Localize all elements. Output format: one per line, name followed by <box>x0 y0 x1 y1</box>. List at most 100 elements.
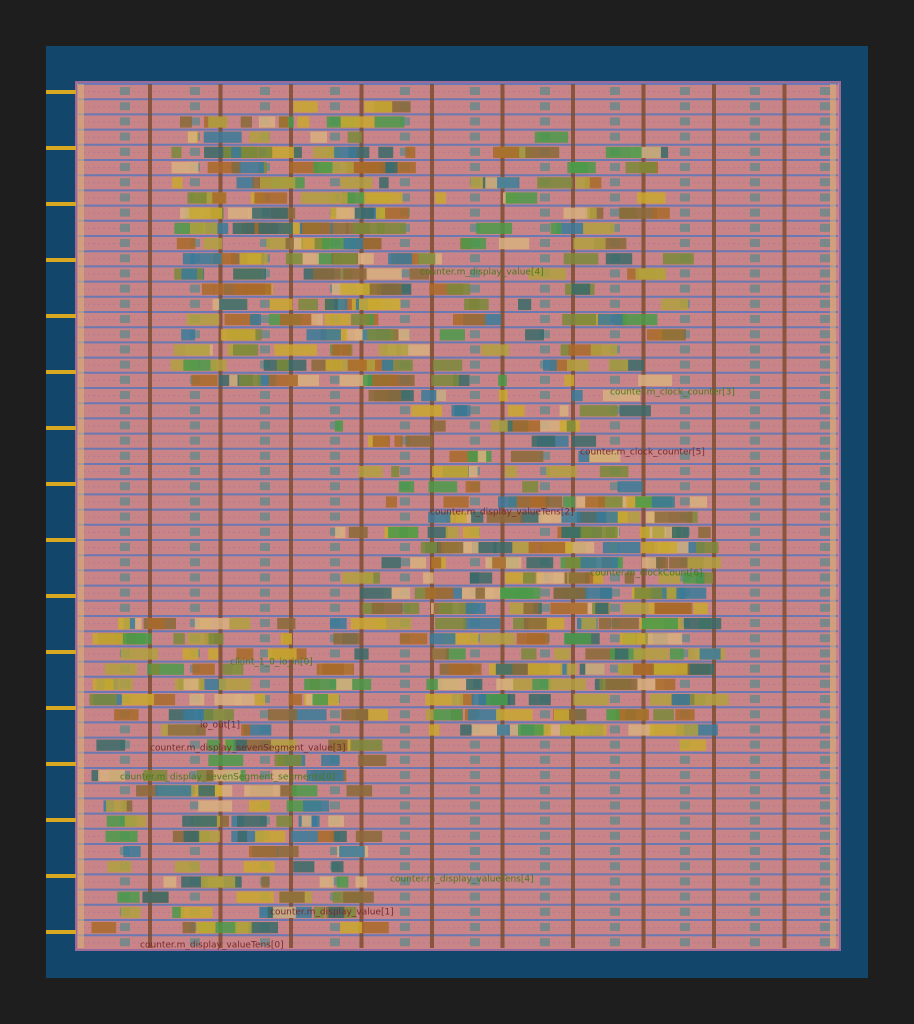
std-cell <box>321 754 340 766</box>
tap-cell <box>820 117 830 126</box>
std-cell <box>207 739 220 751</box>
tap-cell <box>400 755 410 764</box>
tap-cell <box>820 178 830 187</box>
tap-cell <box>190 497 200 506</box>
tap-cell <box>470 740 480 749</box>
std-cell <box>425 587 454 599</box>
std-cell <box>374 116 405 128</box>
tap-cell <box>680 467 690 475</box>
std-cell <box>684 724 718 736</box>
std-cell <box>368 390 390 402</box>
std-cell <box>301 815 312 827</box>
std-cell <box>589 450 621 462</box>
std-cell <box>658 587 678 599</box>
std-cell <box>605 678 638 690</box>
tap-cell <box>820 102 830 111</box>
std-cell <box>332 253 357 265</box>
tap-cell <box>680 923 690 931</box>
tap-cell <box>540 862 550 871</box>
std-cell <box>341 709 369 721</box>
tap-cell <box>260 315 270 323</box>
std-cell <box>291 785 318 797</box>
io-pin <box>46 426 76 430</box>
std-cell <box>520 511 539 523</box>
std-cell <box>366 359 375 371</box>
std-cell <box>324 298 338 310</box>
tap-cell <box>750 451 760 460</box>
std-cell <box>676 724 699 736</box>
tap-cell <box>260 543 270 551</box>
std-cell <box>357 922 389 934</box>
std-cell <box>114 709 139 721</box>
std-cell <box>651 496 675 508</box>
tap-cell <box>540 527 550 536</box>
tap-cell <box>680 831 690 840</box>
std-cell <box>365 192 403 204</box>
std-cell <box>625 162 657 174</box>
std-cell <box>268 374 298 386</box>
std-cell <box>278 785 297 797</box>
tap-cell <box>680 147 690 156</box>
std-cell <box>437 678 474 690</box>
io-pin <box>46 706 76 710</box>
tap-cell <box>400 178 410 187</box>
std-cell <box>272 770 289 782</box>
std-cell <box>593 572 604 584</box>
tap-cell <box>260 87 270 95</box>
std-cell <box>302 222 331 234</box>
std-cell <box>391 466 400 478</box>
std-cell <box>289 709 327 721</box>
std-cell <box>208 633 224 645</box>
tap-cell <box>680 755 690 764</box>
tap-cell <box>120 345 130 354</box>
std-cell <box>580 526 618 538</box>
tap-cell <box>750 482 760 491</box>
std-cell <box>198 800 213 812</box>
std-cell <box>405 435 433 447</box>
std-cell <box>410 557 427 569</box>
std-cell <box>122 633 146 645</box>
power-strap <box>712 84 716 948</box>
std-cell <box>676 587 685 599</box>
std-cell <box>183 830 200 842</box>
tap-cell <box>820 239 830 247</box>
tap-cell <box>540 740 550 749</box>
std-cell <box>208 648 219 660</box>
std-cell <box>343 891 374 903</box>
std-cell <box>445 648 466 660</box>
tap-cell <box>120 223 130 232</box>
tap-cell <box>820 558 830 567</box>
tap-cell <box>400 786 410 795</box>
std-cell <box>476 542 497 554</box>
tap-cell <box>470 391 480 399</box>
tap-cell <box>540 345 550 354</box>
tap-cell <box>190 801 200 810</box>
tap-cell <box>750 634 760 643</box>
std-cell <box>332 830 347 842</box>
std-cell <box>498 496 531 508</box>
tap-cell <box>120 163 130 171</box>
std-cell <box>262 846 299 858</box>
endcap-left <box>78 84 84 948</box>
tap-cell <box>610 102 620 111</box>
std-cell <box>559 405 569 417</box>
std-cell <box>405 146 416 158</box>
tap-cell <box>260 527 270 536</box>
std-cell <box>350 709 388 721</box>
std-cell <box>605 146 642 158</box>
tap-cell <box>820 679 830 688</box>
std-cell <box>486 511 523 523</box>
std-cell <box>452 542 479 554</box>
tap-cell <box>680 649 690 658</box>
tap-cell <box>400 87 410 95</box>
power-strap <box>289 84 293 948</box>
tap-cell <box>610 755 620 764</box>
std-cell <box>104 678 133 690</box>
tap-cell <box>260 497 270 506</box>
tap-cell <box>750 558 760 567</box>
tap-cell <box>820 132 830 141</box>
std-cell <box>334 420 343 432</box>
std-cell <box>204 678 226 690</box>
tap-cell <box>610 117 620 126</box>
tap-cell <box>680 163 690 171</box>
